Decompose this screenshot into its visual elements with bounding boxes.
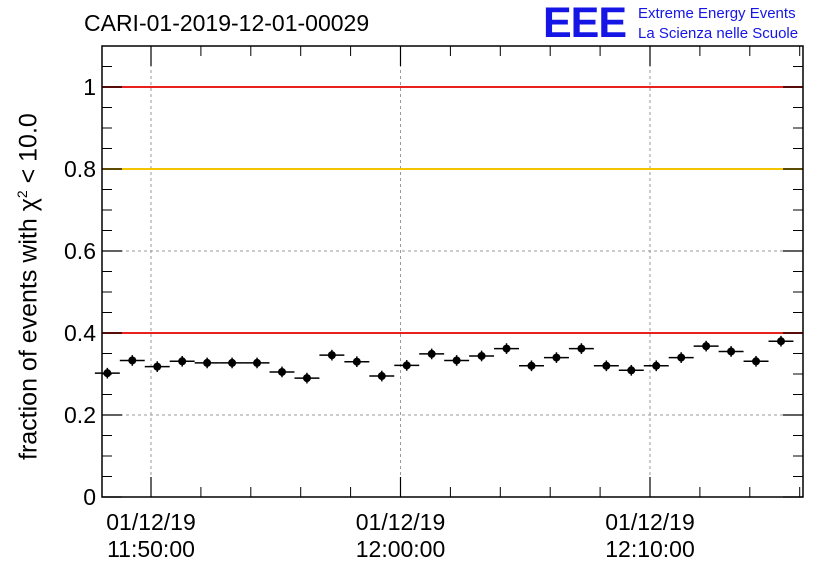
y-tick-label: 1 <box>83 74 96 100</box>
x-tick-date-label: 01/12/19 <box>356 509 446 535</box>
data-point <box>128 356 137 365</box>
data-point <box>502 344 511 353</box>
data-point <box>602 361 611 370</box>
y-tick-labels: 0 0.2 0.4 0.6 0.8 1 <box>64 74 96 510</box>
data-point <box>253 358 262 367</box>
x-tick-labels: 01/12/1911:50:0001/12/1912:00:0001/12/19… <box>106 509 695 562</box>
chart-title: CARI-01-2019-12-01-00029 <box>84 10 370 36</box>
data-point <box>427 349 436 358</box>
data-point <box>277 367 286 376</box>
y-axis-label-chi: χ <box>14 198 43 212</box>
data-point <box>178 357 187 366</box>
grid-lines <box>102 46 803 497</box>
y-tick-label: 0.2 <box>64 402 96 428</box>
data-point <box>727 347 736 356</box>
x-tick-time-label: 11:50:00 <box>107 536 195 562</box>
data-point <box>677 353 686 362</box>
data-point <box>776 337 785 346</box>
data-point <box>228 358 237 367</box>
y-axis-label: fraction of events with χ2 < 10.0 <box>14 113 43 460</box>
data-point <box>103 369 112 378</box>
y-tick-label: 0.8 <box>64 156 96 182</box>
x-tick-time-label: 12:00:00 <box>356 536 446 562</box>
x-tick-date-label: 01/12/19 <box>106 509 196 535</box>
y-axis-label-prefix: fraction of events with <box>14 211 43 460</box>
data-point <box>402 361 411 370</box>
data-point <box>527 361 536 370</box>
data-point <box>477 351 486 360</box>
plot-frame <box>101 45 804 498</box>
data-point <box>203 358 212 367</box>
data-point <box>327 351 336 360</box>
data-point <box>577 344 586 353</box>
data-point <box>652 361 661 370</box>
data-point <box>377 372 386 381</box>
x-tick-date-label: 01/12/19 <box>605 509 695 535</box>
y-tick-label: 0.4 <box>64 320 96 346</box>
logo-mark: EEE <box>543 0 627 47</box>
y-axis-label-exponent: 2 <box>14 190 30 199</box>
data-point <box>752 357 761 366</box>
y-tick-label: 0.6 <box>64 238 96 264</box>
y-tick-label: 0 <box>83 484 96 510</box>
data-points <box>94 335 794 384</box>
y-axis-label-suffix: < 10.0 <box>14 113 43 191</box>
logo-line-1: Extreme Energy Events <box>638 5 796 22</box>
data-point <box>153 362 162 371</box>
data-point <box>627 366 636 375</box>
logo-line-2: La Scienza nelle Scuole <box>638 25 799 42</box>
reference-lines <box>102 86 803 334</box>
data-point <box>302 374 311 383</box>
axis-ticks <box>102 46 803 498</box>
data-point <box>702 342 711 351</box>
x-tick-time-label: 12:10:00 <box>605 536 695 562</box>
data-point <box>452 356 461 365</box>
data-point <box>552 353 561 362</box>
data-point <box>352 357 361 366</box>
